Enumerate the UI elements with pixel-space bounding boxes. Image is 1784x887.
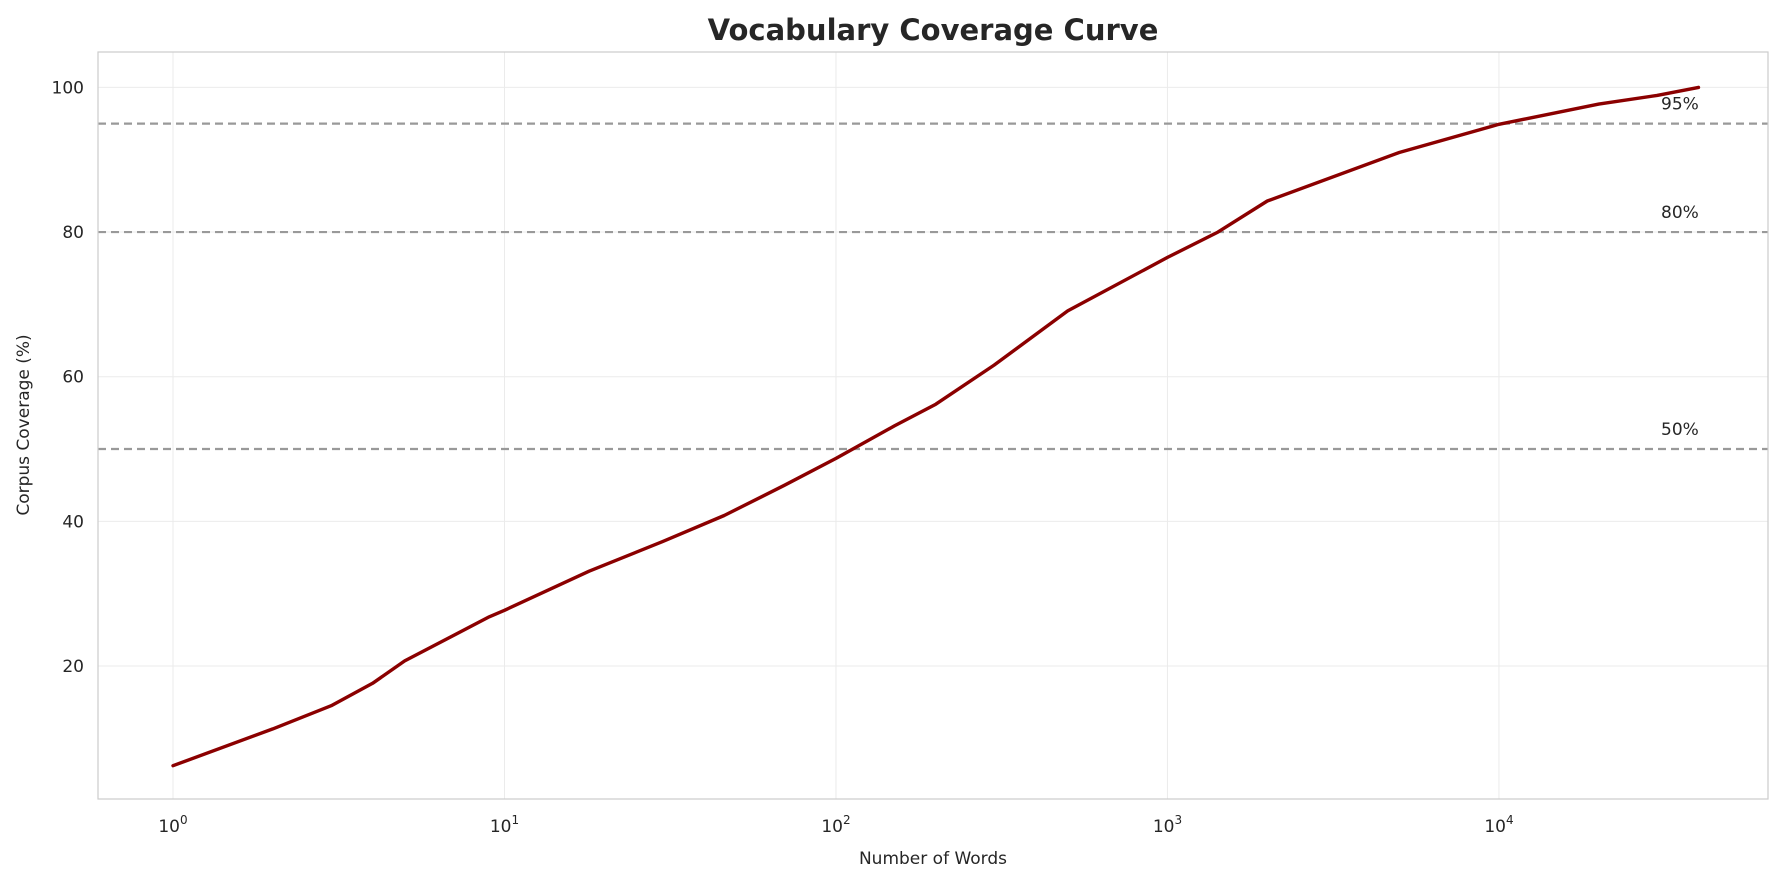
x-tick-label: 103 (1153, 813, 1182, 837)
x-axis-label: Number of Words (859, 849, 1007, 869)
series-lines (171, 85, 1701, 768)
plot-frame (97, 51, 1769, 800)
x-tick-label: 104 (1484, 813, 1513, 837)
reference-lines: 50% 80% 95% (98, 95, 1768, 451)
coverage-line (171, 85, 1701, 768)
reference-label-50: 50% (1661, 420, 1699, 440)
y-tick-label: 80 (62, 223, 84, 243)
x-tick-label: 102 (821, 813, 850, 837)
x-tick-label: 101 (490, 813, 519, 837)
x-tick-labels: 100 101 102 103 104 (158, 813, 1513, 837)
y-tick-label: 100 (52, 78, 84, 98)
y-tick-label: 20 (62, 657, 84, 677)
y-axis-label: Corpus Coverage (%) (14, 334, 34, 515)
reference-label-95: 95% (1661, 95, 1699, 115)
chart-title: Vocabulary Coverage Curve (708, 13, 1159, 47)
y-tick-label: 60 (62, 368, 84, 388)
grid (98, 52, 1768, 799)
reference-label-80: 80% (1661, 203, 1699, 223)
x-tick-label: 100 (158, 813, 187, 837)
y-tick-label: 40 (62, 512, 84, 532)
y-tick-labels: 20 40 60 80 100 (52, 78, 84, 677)
